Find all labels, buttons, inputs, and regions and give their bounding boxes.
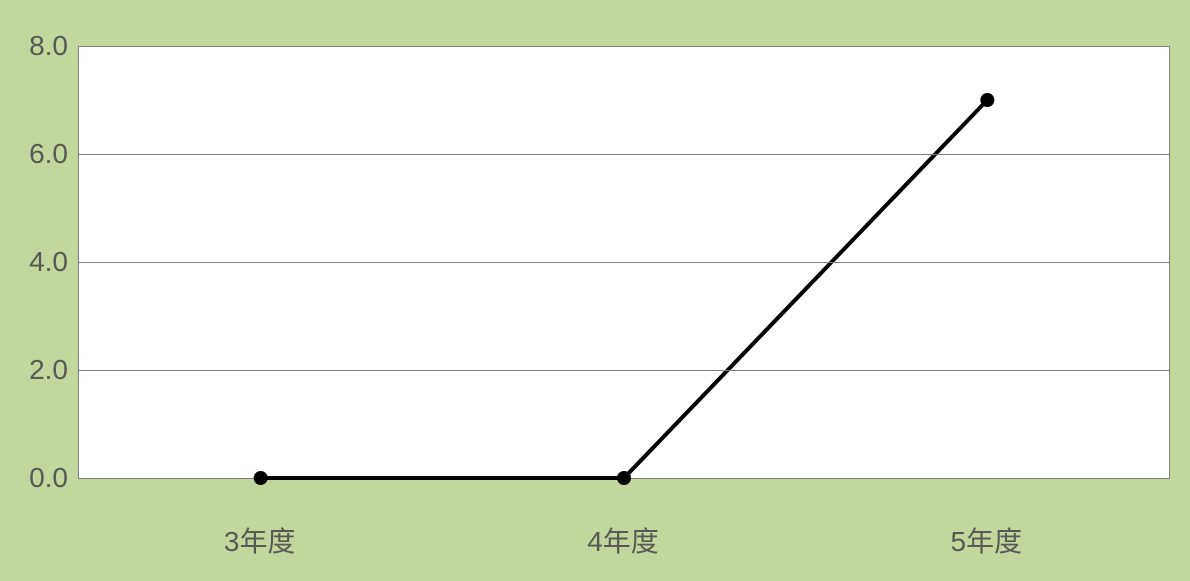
y-tick-label: 4.0 bbox=[0, 246, 68, 278]
gridline bbox=[79, 46, 1169, 47]
series-marker bbox=[980, 93, 994, 107]
gridline bbox=[79, 262, 1169, 263]
gridline bbox=[79, 154, 1169, 155]
x-tick-label: 5年度 bbox=[951, 520, 1023, 560]
series-marker bbox=[617, 471, 631, 485]
y-tick-label: 2.0 bbox=[0, 354, 68, 386]
series-line bbox=[261, 100, 988, 478]
line-chart: 0.0 2.0 4.0 6.0 8.0 3年度 4年度 5年度 bbox=[0, 0, 1190, 581]
y-tick-label: 0.0 bbox=[0, 462, 68, 494]
x-tick-label: 4年度 bbox=[587, 520, 659, 560]
series-marker bbox=[254, 471, 268, 485]
plot-area bbox=[78, 46, 1170, 479]
y-tick-label: 8.0 bbox=[0, 30, 68, 62]
gridline bbox=[79, 370, 1169, 371]
y-tick-label: 6.0 bbox=[0, 138, 68, 170]
x-tick-label: 3年度 bbox=[224, 520, 296, 560]
